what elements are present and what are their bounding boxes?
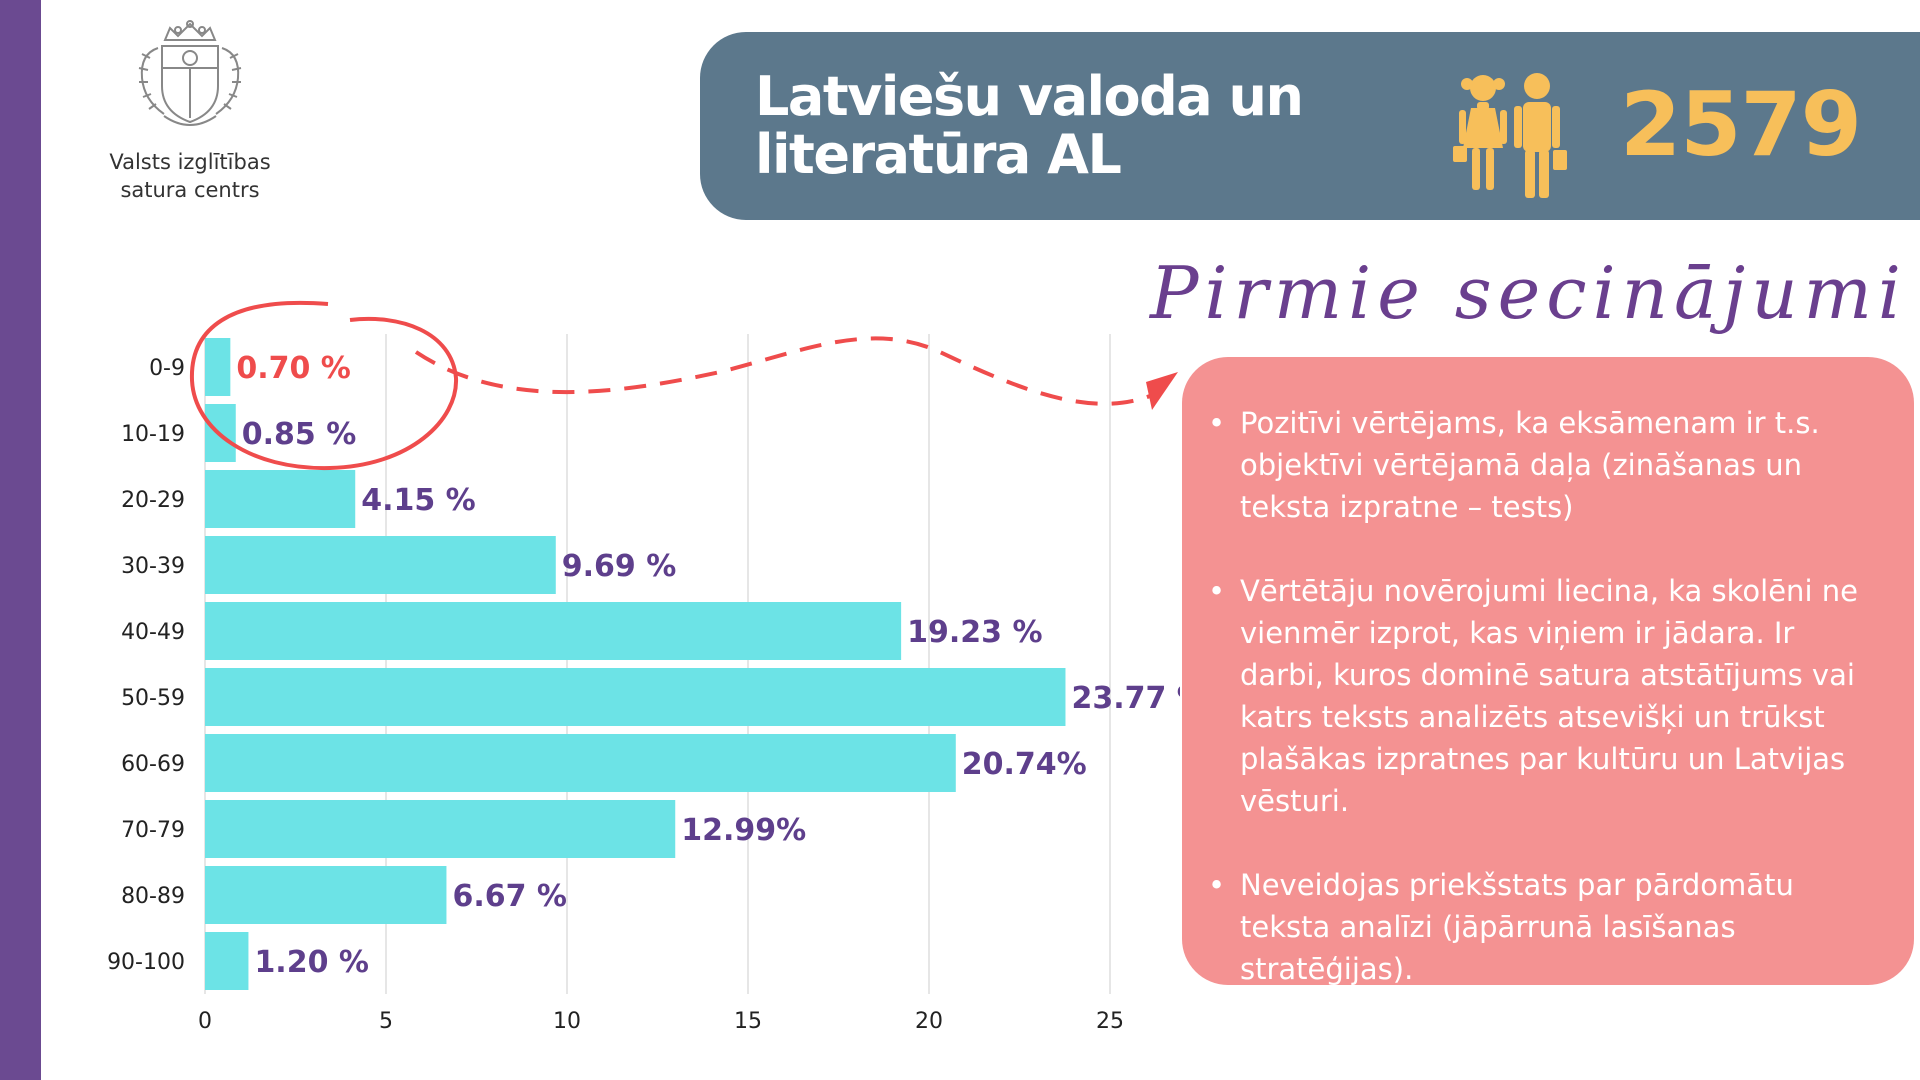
arrow-head-icon	[1146, 372, 1178, 410]
y-category-label: 10-19	[121, 422, 185, 447]
score-distribution-chart: 0 5 10 15 20 25 0-9 0.70 % 10-19 0.85 % 20-29 4.15 …	[107, 300, 1180, 1034]
value-label: 12.99%	[681, 813, 806, 848]
conclusions-list: Pozitīvi vērtējams, ka eksāmenam ir t.s.…	[1182, 402, 1914, 1032]
conclusions-box: Pozitīvi vērtējams, ka eksāmenam ir t.s.…	[1182, 357, 1914, 986]
highlight-annotation	[189, 300, 1178, 471]
chart-bars	[205, 338, 1066, 990]
y-category-label: 60-69	[121, 752, 185, 777]
value-label: 1.20 %	[254, 945, 369, 980]
y-category-label: 80-89	[121, 884, 185, 909]
bar-80-89	[205, 866, 447, 924]
value-label: 0.85 %	[242, 417, 357, 452]
students-icon	[1453, 73, 1567, 198]
bar-30-39	[205, 536, 556, 594]
y-category-label: 0-9	[149, 356, 185, 381]
subject-header: Latviešu valoda un literatūra AL 2579	[700, 32, 1920, 220]
conclusion-item: Neveidojas priekšstats par pārdomātu tek…	[1208, 864, 1884, 990]
bar-50-59	[205, 668, 1066, 726]
y-category-label: 20-29	[121, 488, 185, 513]
conclusion-item: Pozitīvi vērtējams, ka eksāmenam ir t.s.…	[1208, 402, 1884, 528]
y-category-label: 40-49	[121, 620, 185, 645]
x-tick-label: 25	[1096, 1009, 1124, 1034]
bar-90-100	[205, 932, 249, 990]
candidate-count: 2579	[1620, 73, 1862, 176]
bar-40-49	[205, 602, 902, 660]
x-tick-label: 15	[734, 1009, 762, 1034]
value-label: 19.23 %	[907, 615, 1042, 650]
org-logo: Valsts izglītības satura centrs	[100, 18, 280, 204]
value-label: 20.74%	[962, 747, 1087, 782]
highlight-circle	[189, 300, 459, 471]
y-category-label: 30-39	[121, 554, 185, 579]
value-label: 0.70 %	[236, 351, 351, 386]
coat-of-arms-icon	[138, 20, 242, 126]
bar-0-9	[205, 338, 231, 396]
x-tick-label: 0	[198, 1009, 212, 1034]
x-tick-label: 10	[553, 1009, 581, 1034]
value-label: 9.69 %	[562, 549, 677, 584]
value-label: 6.67 %	[452, 879, 567, 914]
x-tick-label: 5	[379, 1009, 393, 1034]
bar-70-79	[205, 800, 676, 858]
y-category-label: 50-59	[121, 686, 185, 711]
org-name: Valsts izglītības satura centrs	[109, 150, 271, 202]
dashed-arrow	[414, 336, 1151, 406]
y-category-label: 90-100	[107, 950, 185, 975]
conclusion-item: Vērtētāju novērojumi liecina, ka skolēni…	[1208, 570, 1884, 822]
value-label: 4.15 %	[361, 483, 476, 518]
y-category-label: 70-79	[121, 818, 185, 843]
left-accent-bar	[0, 0, 41, 1080]
chart-labels: 0 5 10 15 20 25 0-9 0.70 % 10-19 0.85 % 20-29 4.15 …	[107, 351, 1180, 1034]
x-tick-label: 20	[915, 1009, 943, 1034]
value-label: 23.77 %	[1071, 681, 1180, 716]
bar-20-29	[205, 470, 356, 528]
conclusions-title: Pirmie secinājumi	[1150, 251, 1907, 335]
bar-60-69	[205, 734, 956, 792]
subject-title: Latviešu valoda un literatūra AL	[755, 65, 1304, 186]
